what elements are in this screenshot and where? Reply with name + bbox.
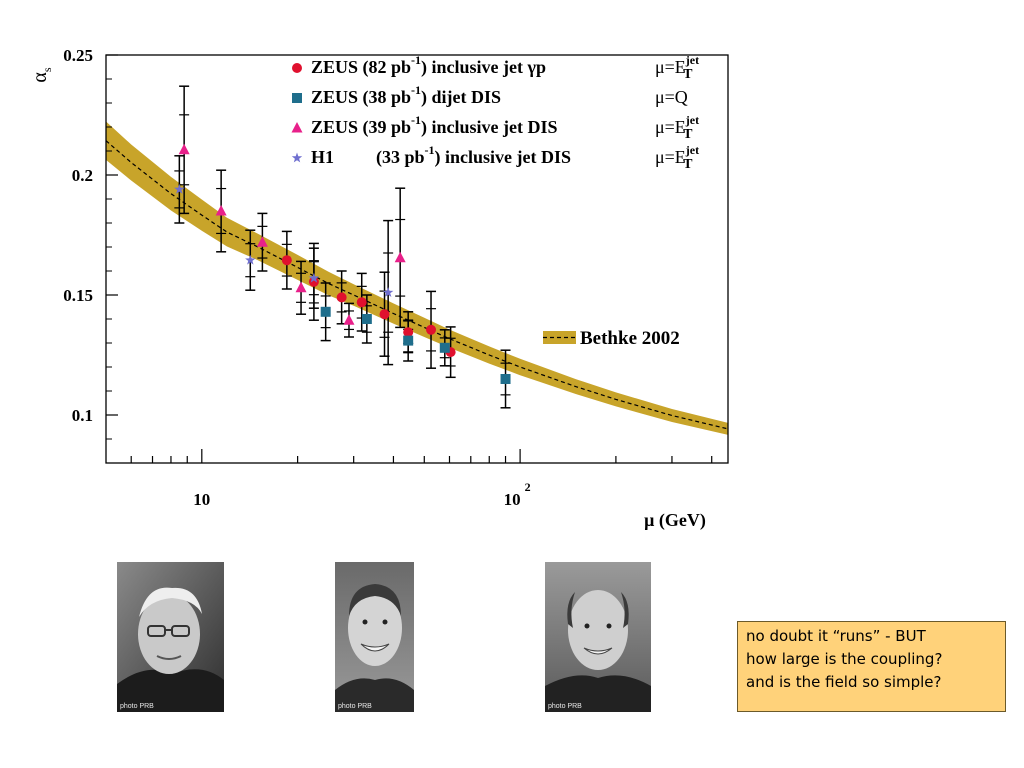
data-point-triangle — [295, 281, 307, 293]
data-point-circle — [426, 324, 437, 335]
legend-process: (33 pb-1) inclusive jet DIS — [376, 143, 571, 168]
photo-credit: photo PRB — [338, 703, 372, 710]
data-point-triangle — [178, 143, 190, 155]
data-point-star — [308, 272, 320, 283]
physicist-photo-3: photo PRB — [545, 562, 651, 712]
portrait-2-image — [335, 562, 414, 712]
plot-frame — [105, 54, 729, 464]
data-point-triangle — [394, 251, 406, 263]
bethke-central-line — [106, 140, 728, 430]
data-point-triangle — [343, 314, 355, 325]
portrait-3-image — [545, 562, 651, 712]
data-point-square — [361, 314, 372, 324]
data-point-square — [500, 374, 511, 384]
legend-scale: μ=Ejet T — [655, 143, 699, 172]
x-tick-label: 10 — [193, 490, 210, 509]
legend-label: H1 — [311, 147, 334, 167]
legend-label: ZEUS (39 pb-1) inclusive jet DIS — [311, 113, 558, 138]
data-point-circle — [336, 292, 347, 303]
data-point-star — [245, 254, 256, 265]
note-line: no doubt it “runs” - BUT — [746, 627, 926, 645]
alpha-s-running-chart: 0.1 0.15 0.2 0.25 10 102 μ (GeV) αs ZEUS (82 pb-… — [29, 46, 729, 531]
data-point-circle — [281, 255, 292, 266]
x-axis-title: μ (GeV) — [644, 510, 706, 531]
data-point-square — [320, 306, 331, 317]
photo-credit: photo PRB — [120, 703, 154, 710]
y-tick-label: 0.25 — [63, 46, 93, 65]
data-point-triangle — [256, 236, 268, 247]
data-point-star — [174, 183, 185, 194]
legend-band-label: Bethke 2002 — [580, 328, 680, 349]
data-points — [174, 63, 511, 409]
data-point-circle — [403, 327, 414, 338]
bethke-band — [106, 121, 728, 435]
data-point-circle — [356, 297, 367, 308]
legend-marker-triangle — [291, 122, 303, 133]
data-point-circle — [379, 309, 390, 320]
legend-marker-star — [291, 152, 303, 163]
legend-label: ZEUS (82 pb-1) inclusive jet γp — [311, 53, 546, 78]
legend-marker-circle — [292, 63, 302, 73]
x-tick-label: 102 — [504, 480, 531, 509]
legend-marker-square — [292, 93, 302, 103]
note-line: how large is the coupling? — [746, 650, 943, 668]
note-line: and is the field so simple? — [746, 673, 942, 691]
legend-scale: μ=Ejet T — [655, 113, 699, 142]
y-tick-label: 0.15 — [63, 286, 93, 305]
physicist-photo-2: photo PRB — [335, 562, 414, 712]
y-tick-label: 0.2 — [72, 166, 93, 185]
physicist-photo-1: photo PRB — [117, 562, 224, 712]
photo-credit: photo PRB — [548, 703, 582, 710]
commentary-note: no doubt it “runs” - BUT how large is th… — [737, 621, 1006, 712]
y-tick-label: 0.1 — [72, 406, 93, 425]
y-axis-title: αs — [29, 67, 54, 82]
data-point-star — [382, 287, 394, 297]
data-point-circle — [308, 276, 319, 287]
data-point-triangle — [215, 205, 227, 216]
data-point-square — [403, 335, 414, 346]
data-point-square — [439, 342, 450, 353]
legend-label: ZEUS (38 pb-1) dijet DIS — [311, 83, 501, 108]
portrait-1-image — [117, 562, 224, 712]
legend-scale: μ=Ejet T — [655, 53, 699, 82]
legend-scale: μ=Q — [655, 87, 688, 107]
